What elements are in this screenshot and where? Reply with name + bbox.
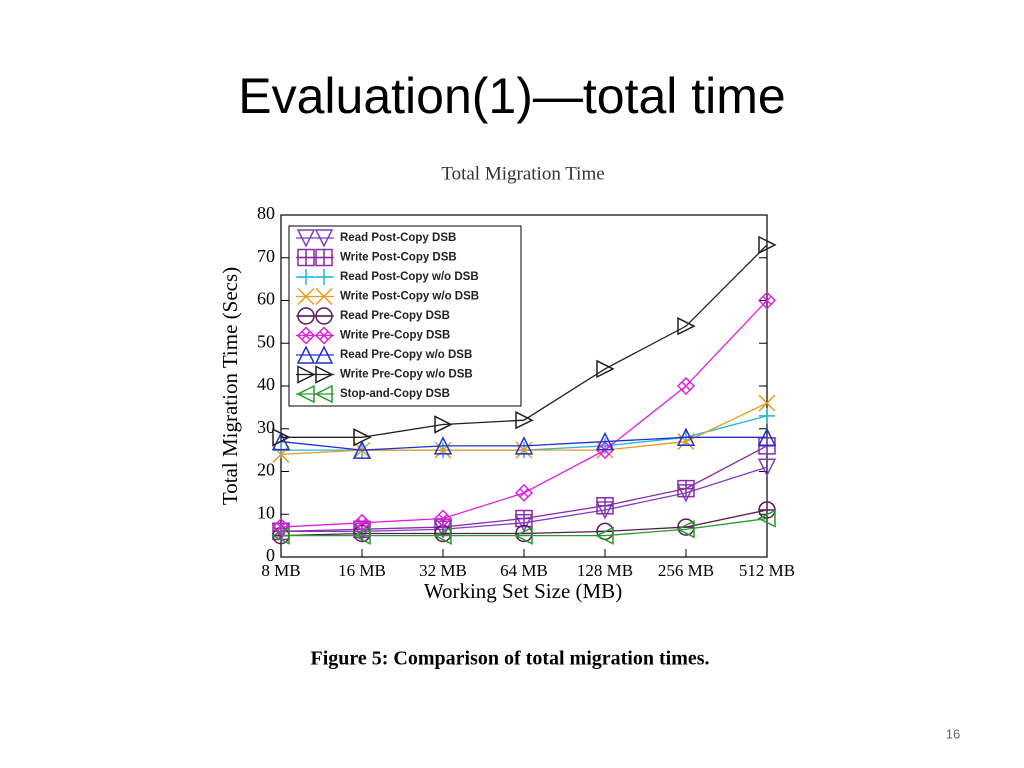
y-axis-label: Total Migration Time (Secs) — [218, 267, 242, 505]
data-point — [434, 415, 453, 434]
data-point — [433, 436, 453, 455]
legend-label: Write Post-Copy DSB — [340, 252, 457, 264]
data-point — [757, 509, 776, 528]
legend-marker — [315, 307, 333, 325]
y-tick-label: 0 — [266, 545, 275, 565]
x-tick-label: 32 MB — [419, 561, 467, 580]
data-point — [757, 291, 777, 310]
y-tick-label: 60 — [257, 289, 275, 309]
data-point — [514, 526, 533, 545]
data-point — [758, 235, 777, 255]
data-point — [352, 440, 372, 459]
legend-marker — [297, 365, 316, 384]
legend-marker — [314, 384, 333, 404]
legend-label: Write Pre-Copy w/o DSB — [340, 369, 473, 381]
data-point — [757, 458, 777, 477]
legend-label: Write Pre-Copy DSB — [340, 330, 450, 342]
series-line — [281, 517, 768, 537]
data-point — [676, 519, 695, 539]
data-point — [353, 428, 372, 447]
legend-marker — [314, 326, 334, 345]
legend-marker — [296, 384, 315, 404]
y-tick-label: 40 — [257, 374, 275, 394]
legend-marker — [315, 248, 333, 267]
data-point — [676, 427, 696, 447]
caption: Figure 5: Comparison of total migration … — [310, 648, 709, 670]
data-point — [596, 496, 614, 515]
data-point — [352, 526, 371, 545]
data-point — [595, 431, 615, 451]
y-tick-label: 80 — [257, 203, 275, 223]
legend-label: Read Post-Copy DSB — [340, 232, 456, 244]
chart-title: Total Migration Time — [441, 163, 604, 184]
x-tick-label: 8 MB — [261, 561, 300, 580]
y-tick-label: 30 — [257, 417, 275, 437]
data-point — [757, 427, 777, 447]
legend-marker — [297, 287, 315, 306]
legend-marker — [315, 287, 333, 306]
series-line — [280, 436, 767, 451]
x-tick-label: 256 MB — [658, 561, 714, 580]
data-point — [758, 394, 776, 412]
data-point — [271, 526, 290, 545]
data-point — [433, 509, 453, 528]
data-point — [514, 483, 534, 502]
legend-marker — [297, 307, 315, 325]
legend-marker — [296, 326, 316, 345]
legend-marker — [298, 269, 314, 285]
data-point — [514, 436, 534, 455]
slide-title: Evaluation(1)—total time — [238, 68, 785, 124]
x-tick-label: 16 MB — [338, 561, 386, 580]
legend-marker — [296, 345, 316, 364]
legend-label: Read Post-Copy w/o DSB — [340, 271, 479, 283]
data-point — [272, 428, 291, 447]
legend-label: Write Post-Copy w/o DSB — [340, 291, 479, 303]
legend-marker — [316, 269, 332, 285]
page-number: 16 — [946, 726, 960, 741]
x-axis-label: Working Set Size (MB) — [424, 579, 622, 603]
data-point — [596, 359, 615, 379]
data-point — [677, 316, 696, 336]
data-point — [515, 441, 533, 459]
plot: 0 10 20 30 40 50 60 70 80 8 MB 16 MB 32 MB 64 MB 128 … — [257, 203, 795, 580]
legend-label: Read Pre-Copy DSB — [340, 310, 450, 322]
data-point — [677, 479, 695, 498]
series-line — [281, 244, 768, 438]
data-point — [433, 526, 452, 545]
legend-marker — [314, 345, 334, 364]
legend-label: Read Pre-Copy w/o DSB — [340, 349, 472, 361]
y-tick-label: 20 — [257, 460, 275, 480]
x-tick-label: 64 MB — [500, 561, 548, 580]
legend-marker — [297, 248, 315, 267]
legend-label: Stop-and-Copy DSB — [340, 388, 450, 400]
legend-marker — [296, 229, 316, 248]
x-tick-label: 512 MB — [739, 561, 795, 580]
y-tick-label: 50 — [257, 331, 275, 351]
data-point — [677, 433, 695, 451]
data-point — [515, 410, 534, 430]
legend-marker — [314, 229, 334, 248]
data-point — [759, 407, 775, 424]
y-tick-label: 70 — [257, 246, 275, 266]
data-point — [271, 431, 291, 451]
y-tick-label: 10 — [257, 502, 275, 522]
data-point — [434, 441, 452, 459]
data-point — [515, 509, 533, 528]
legend-marker — [315, 365, 334, 384]
data-point — [595, 526, 614, 545]
x-tick-label: 128 MB — [577, 561, 633, 580]
data-point — [676, 376, 696, 396]
